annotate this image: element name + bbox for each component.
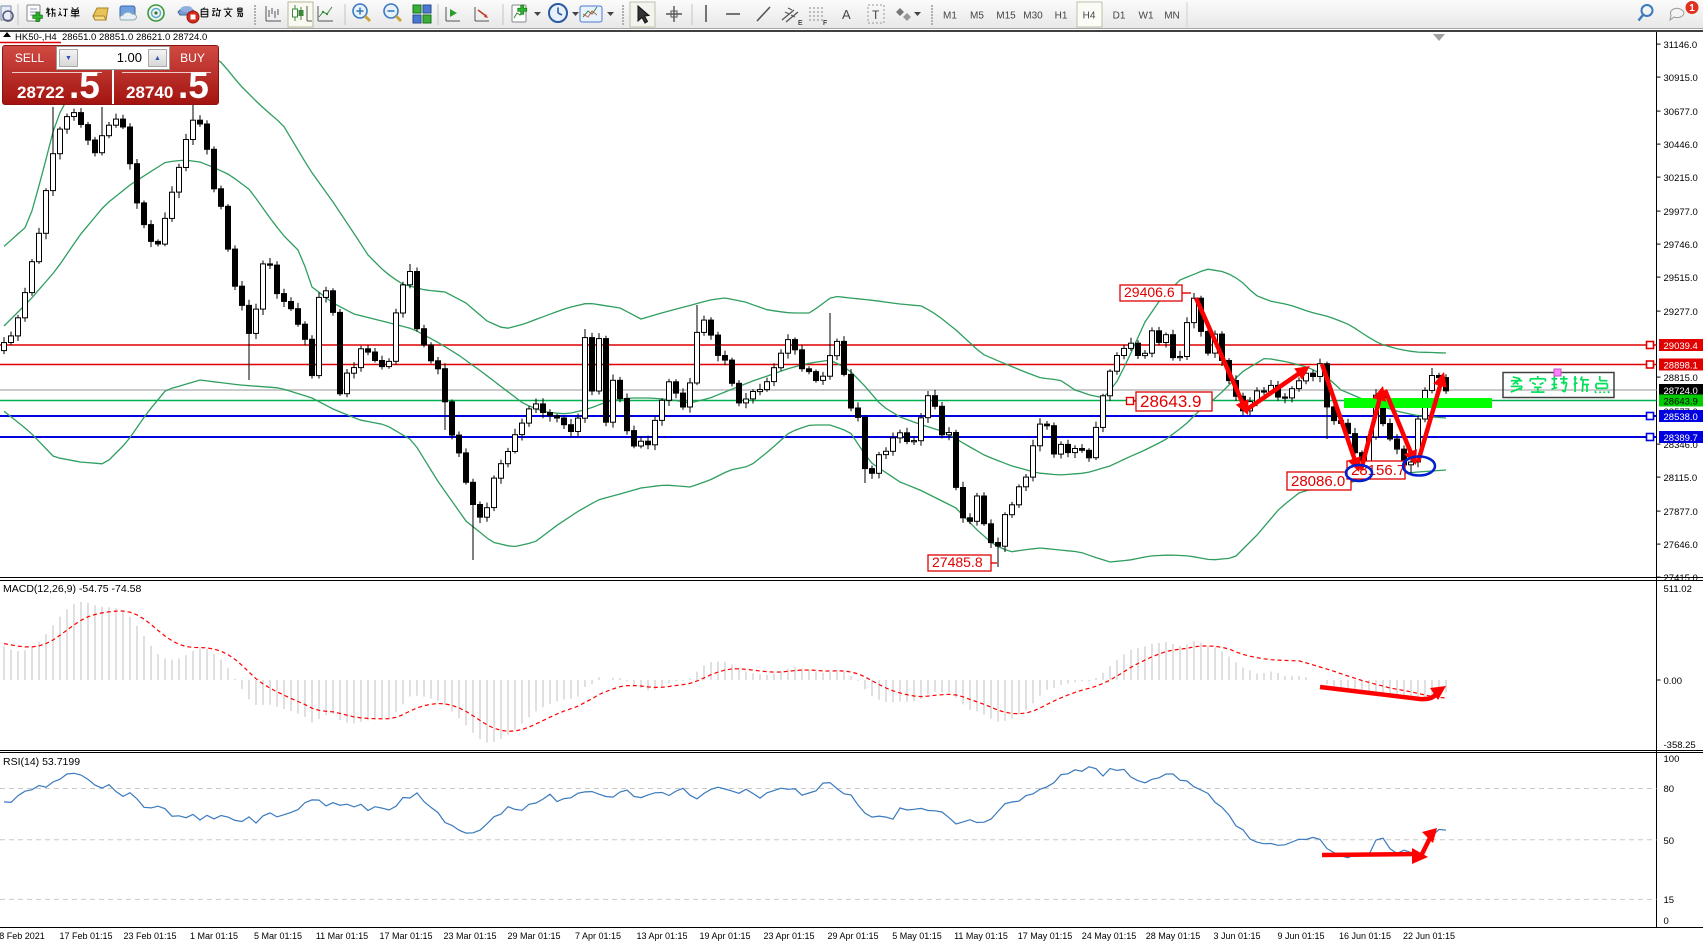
svg-text:M1: M1 (943, 11, 957, 22)
svg-text:A: A (842, 7, 851, 22)
svg-text:3 Jun 01:15: 3 Jun 01:15 (1213, 931, 1260, 941)
svg-text:29977.0: 29977.0 (1664, 207, 1698, 218)
svg-text:24 May 01:15: 24 May 01:15 (1082, 931, 1137, 941)
svg-text:28346.0: 28346.0 (1664, 440, 1698, 451)
svg-text:28086.0: 28086.0 (1291, 473, 1345, 490)
svg-text:30677.0: 30677.0 (1664, 107, 1698, 118)
svg-text:H1: H1 (1055, 11, 1068, 22)
svg-text:5 Mar 01:15: 5 Mar 01:15 (254, 931, 302, 941)
svg-text:16 Jun 01:15: 16 Jun 01:15 (1339, 931, 1391, 941)
svg-text:30215.0: 30215.0 (1664, 173, 1698, 184)
svg-text:W1: W1 (1139, 11, 1154, 22)
svg-text:F: F (823, 20, 827, 27)
svg-text:8 Feb 2021: 8 Feb 2021 (0, 931, 45, 941)
svg-text:E: E (798, 20, 803, 27)
svg-text:30446.0: 30446.0 (1664, 140, 1698, 151)
svg-text:29 Apr 01:15: 29 Apr 01:15 (827, 931, 878, 941)
svg-text:0.00: 0.00 (1664, 676, 1683, 687)
svg-text:7 Apr 01:15: 7 Apr 01:15 (575, 931, 621, 941)
svg-text:1: 1 (1689, 3, 1695, 14)
svg-text:13 Apr 01:15: 13 Apr 01:15 (636, 931, 687, 941)
svg-text:29515.0: 29515.0 (1664, 273, 1698, 284)
svg-text:28643.9: 28643.9 (1140, 392, 1201, 411)
svg-text:29746.0: 29746.0 (1664, 240, 1698, 251)
svg-text:M15: M15 (996, 11, 1016, 22)
svg-text:1 Mar 01:15: 1 Mar 01:15 (190, 931, 238, 941)
svg-text:11 Mar 01:15: 11 Mar 01:15 (316, 931, 368, 941)
svg-text:RSI(14) 53.7199: RSI(14) 53.7199 (3, 756, 80, 768)
svg-text:28815.0: 28815.0 (1664, 373, 1698, 384)
svg-text:28 May 01:15: 28 May 01:15 (1146, 931, 1201, 941)
svg-text:27415.0: 27415.0 (1664, 573, 1698, 584)
svg-text:28115.0: 28115.0 (1664, 473, 1698, 484)
svg-text:29 Mar 01:15: 29 Mar 01:15 (507, 931, 560, 941)
svg-text:D1: D1 (1113, 11, 1126, 22)
svg-text:30915.0: 30915.0 (1664, 73, 1698, 84)
svg-text:28724.0: 28724.0 (1664, 386, 1698, 397)
svg-text:M30: M30 (1023, 11, 1043, 22)
svg-text:22 Jun 01:15: 22 Jun 01:15 (1403, 931, 1455, 941)
svg-text:17 May 01:15: 17 May 01:15 (1018, 931, 1073, 941)
svg-text:27646.0: 27646.0 (1664, 540, 1698, 551)
svg-text:29406.6: 29406.6 (1124, 284, 1175, 300)
svg-text:0: 0 (1664, 916, 1669, 927)
svg-text:31146.0: 31146.0 (1664, 40, 1698, 51)
svg-text:15: 15 (1664, 895, 1675, 906)
svg-text:28898.1: 28898.1 (1664, 361, 1698, 372)
svg-text:23 Apr 01:15: 23 Apr 01:15 (763, 931, 814, 941)
svg-text:27877.0: 27877.0 (1664, 507, 1698, 518)
svg-text:MACD(12,26,9) -54.75 -74.58: MACD(12,26,9) -54.75 -74.58 (3, 583, 141, 595)
svg-text:511.02: 511.02 (1664, 584, 1692, 595)
svg-text:80: 80 (1664, 784, 1675, 795)
svg-text:MN: MN (1164, 11, 1180, 22)
svg-text:19 Apr 01:15: 19 Apr 01:15 (699, 931, 750, 941)
svg-text:H4: H4 (1083, 11, 1096, 22)
svg-text:5 May 01:15: 5 May 01:15 (892, 931, 942, 941)
svg-text:29039.4: 29039.4 (1664, 341, 1698, 352)
svg-text:11 May 01:15: 11 May 01:15 (954, 931, 1008, 941)
svg-text:T: T (872, 8, 880, 22)
svg-text:23 Mar 01:15: 23 Mar 01:15 (443, 931, 496, 941)
svg-text:17 Mar 01:15: 17 Mar 01:15 (379, 931, 432, 941)
svg-text:17 Feb 01:15: 17 Feb 01:15 (59, 931, 112, 941)
svg-text:100: 100 (1664, 754, 1680, 765)
svg-text:29277.0: 29277.0 (1664, 307, 1698, 318)
svg-text:M5: M5 (970, 11, 984, 22)
svg-text:27485.8: 27485.8 (932, 554, 983, 570)
svg-text:9 Jun 01:15: 9 Jun 01:15 (1277, 931, 1324, 941)
svg-text:28389.7: 28389.7 (1664, 433, 1698, 444)
svg-text:28538.0: 28538.0 (1664, 412, 1698, 423)
svg-text:HK50-,H4 28651.0 28851.0 2862: HK50-,H4 28651.0 28851.0 28621.0 28724.0 (15, 32, 207, 43)
svg-text:23 Feb 01:15: 23 Feb 01:15 (123, 931, 176, 941)
svg-text:28643.9: 28643.9 (1664, 397, 1698, 408)
svg-text:50: 50 (1664, 836, 1675, 847)
svg-text:-358.25: -358.25 (1664, 740, 1696, 751)
